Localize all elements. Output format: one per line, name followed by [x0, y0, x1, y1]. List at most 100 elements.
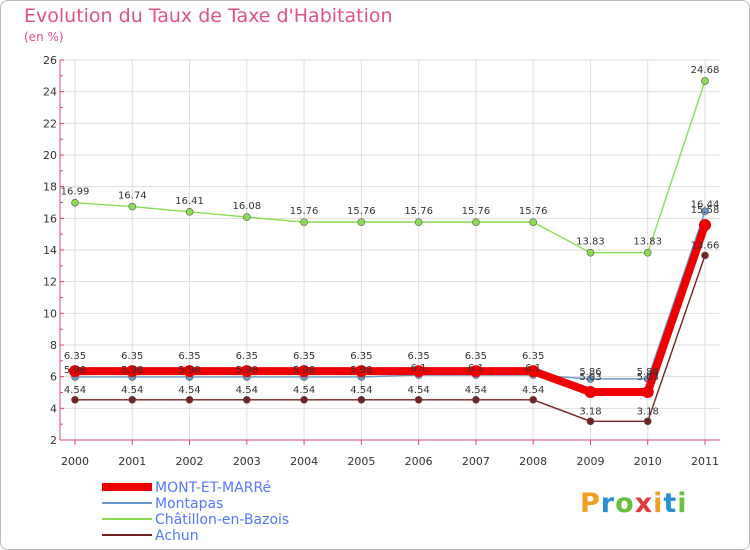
- data-label: 4.54: [121, 385, 143, 396]
- y-tick-label: 18: [43, 181, 57, 194]
- data-label: 5.86: [637, 367, 659, 378]
- data-point: [641, 386, 654, 399]
- data-label: 5.98: [293, 365, 315, 376]
- data-label: 15.76: [404, 206, 433, 217]
- data-label: 6.35: [121, 351, 143, 362]
- data-point: [357, 395, 366, 404]
- data-label: 5.98: [121, 365, 143, 376]
- legend-label: Châtillon-en-Bazois: [155, 512, 289, 528]
- data-label: 4.54: [236, 385, 258, 396]
- data-label: 4.54: [522, 385, 544, 396]
- x-tick-label: 2008: [519, 455, 547, 468]
- y-tick-label: 10: [43, 307, 57, 320]
- data-point: [71, 198, 79, 207]
- data-point: [414, 218, 423, 226]
- y-tick-label: 14: [43, 244, 57, 257]
- data-point: [643, 248, 652, 257]
- data-label: 16.74: [118, 191, 147, 202]
- data-label: 15.76: [290, 206, 319, 217]
- data-point: [243, 395, 251, 404]
- legend-label: MONT-ET-MARRé: [155, 480, 271, 496]
- data-point: [414, 395, 423, 404]
- series-line-Montapas: [75, 211, 706, 380]
- data-point: [586, 248, 595, 257]
- data-point: [240, 365, 253, 378]
- data-label: 6.35: [178, 351, 200, 362]
- data-label: 15.76: [347, 206, 376, 217]
- data-label: 5.98: [350, 365, 372, 376]
- series-line-Châtillon-en-Bazois: [74, 80, 706, 254]
- data-label: 6.1: [411, 363, 427, 374]
- data-label: 13.66: [691, 240, 720, 251]
- data-point: [71, 395, 79, 404]
- data-point: [529, 218, 537, 226]
- data-label: 3.18: [637, 406, 659, 417]
- data-point: [126, 365, 139, 378]
- data-point: [300, 395, 308, 404]
- chart-title: Evolution du Taux de Taxe d'Habitation: [24, 5, 393, 27]
- data-point: [355, 365, 368, 378]
- data-point: [469, 365, 482, 378]
- data-label: 5.86: [579, 367, 601, 378]
- data-point: [128, 395, 137, 404]
- data-label: 6.35: [293, 351, 315, 362]
- data-label: 6.35: [236, 351, 258, 362]
- data-label: 3.18: [579, 406, 601, 417]
- x-tick-label: 2004: [290, 455, 318, 468]
- data-label: 6.35: [64, 351, 86, 362]
- x-tick-label: 2001: [118, 455, 146, 468]
- y-tick-label: 24: [43, 86, 57, 99]
- data-label: 4.54: [178, 385, 200, 396]
- data-label: 6.35: [408, 351, 430, 362]
- data-label: 6.1: [468, 363, 484, 374]
- data-point: [300, 218, 308, 226]
- data-point: [128, 202, 137, 211]
- data-point: [472, 395, 480, 404]
- data-label: 6.1: [525, 363, 541, 374]
- legend-label: Montapas: [155, 496, 223, 512]
- legend-label: Achun: [155, 528, 199, 544]
- data-label: 6.35: [522, 351, 544, 362]
- x-tick-label: 2002: [176, 455, 204, 468]
- x-tick-label: 2005: [347, 455, 375, 468]
- data-point: [243, 213, 251, 221]
- y-tick-label: 16: [43, 212, 57, 225]
- data-label: 5.03: [579, 372, 601, 383]
- data-point: [586, 417, 595, 426]
- proxiti-logo: Proxiti: [580, 488, 688, 519]
- data-point: [185, 395, 194, 404]
- series-line-MONT-ET-MARRé: [75, 223, 709, 397]
- data-point: [529, 395, 537, 404]
- series-line-Achun: [75, 255, 706, 423]
- y-tick-label: 12: [43, 276, 57, 289]
- y-tick-label: 4: [50, 402, 57, 415]
- data-point: [701, 77, 709, 85]
- y-tick-label: 8: [50, 339, 57, 352]
- data-label: 16.44: [691, 199, 720, 210]
- data-label: 15.76: [462, 206, 491, 217]
- data-point: [586, 375, 595, 383]
- data-label: 13.83: [576, 237, 605, 248]
- data-label: 6.35: [465, 351, 487, 362]
- data-label: 24.68: [691, 65, 720, 76]
- data-label: 16.99: [61, 187, 90, 198]
- data-point: [185, 208, 194, 216]
- x-tick-label: 2006: [405, 455, 433, 468]
- data-label: 5.03: [637, 372, 659, 383]
- data-point: [527, 365, 540, 378]
- data-point: [643, 417, 652, 426]
- data-point: [701, 251, 709, 260]
- data-label: 4.54: [408, 385, 430, 396]
- data-label: 6.35: [350, 351, 372, 362]
- x-tick-label: 2011: [691, 455, 719, 468]
- x-tick-label: 2000: [61, 455, 89, 468]
- data-label: 4.54: [465, 385, 487, 396]
- data-label: 5.98: [64, 365, 86, 376]
- data-point: [357, 218, 366, 226]
- data-label: 5.98: [178, 365, 200, 376]
- data-label: 5.98: [236, 365, 258, 376]
- data-label: 4.54: [293, 385, 315, 396]
- data-point: [701, 207, 709, 216]
- data-label: 4.54: [64, 385, 86, 396]
- data-label: 16.08: [232, 201, 261, 212]
